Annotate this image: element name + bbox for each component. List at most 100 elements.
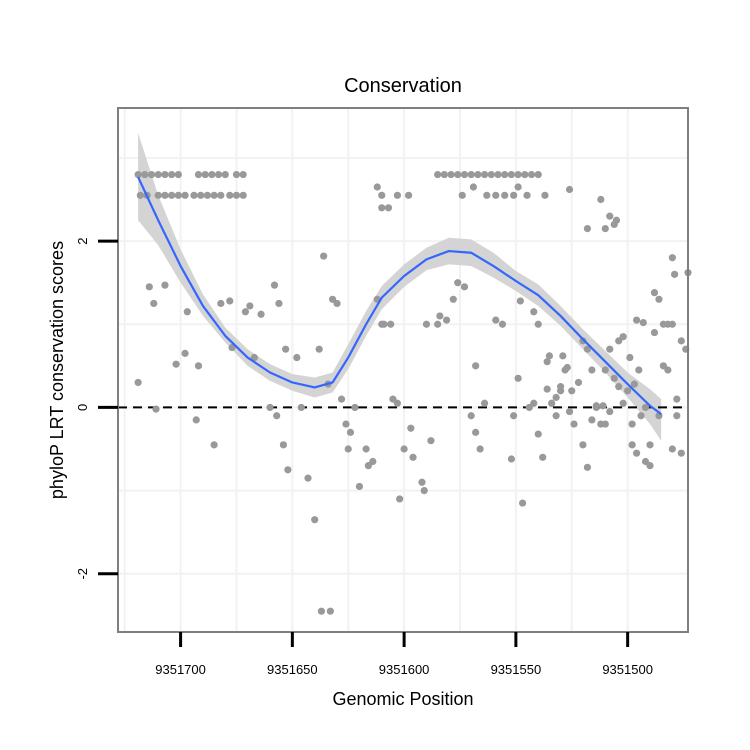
data-point (472, 362, 480, 370)
data-point (668, 320, 676, 328)
data-point (510, 412, 518, 420)
data-point (246, 302, 254, 310)
data-point (134, 170, 142, 179)
data-point (241, 308, 250, 316)
data-point (534, 320, 542, 328)
data-point (615, 383, 623, 391)
y-axis-title: phyloP LRT conservation scores (47, 241, 67, 499)
data-point (574, 378, 583, 387)
data-point (434, 170, 442, 179)
y-tick-label: 2 (75, 237, 90, 244)
y-tick-label: 0 (75, 404, 90, 411)
data-point (326, 607, 334, 615)
data-point (458, 191, 466, 199)
confidence-band-layer (138, 132, 662, 441)
data-point (214, 170, 223, 179)
data-point (523, 191, 531, 199)
data-point (601, 225, 609, 233)
data-point (337, 395, 346, 403)
data-point (541, 191, 549, 199)
data-point (492, 316, 500, 324)
data-point (181, 191, 189, 199)
data-point (583, 345, 592, 353)
data-point (257, 310, 265, 318)
data-point (467, 412, 475, 420)
data-point (545, 352, 554, 360)
data-point (628, 420, 636, 428)
data-point (266, 403, 274, 412)
data-point (668, 254, 676, 262)
data-point (639, 318, 647, 327)
data-point (673, 395, 681, 403)
data-point (534, 430, 542, 438)
data-point (422, 320, 431, 328)
data-point (632, 316, 641, 324)
data-point (501, 191, 509, 199)
data-point (420, 487, 428, 495)
data-point (192, 416, 200, 424)
data-point (293, 353, 301, 362)
data-point (351, 403, 359, 412)
data-point (626, 353, 634, 362)
data-point (628, 441, 636, 449)
data-point (333, 299, 341, 308)
data-point (449, 295, 457, 303)
data-point (606, 345, 614, 353)
data-point (297, 403, 305, 412)
data-point (152, 405, 160, 413)
data-point (134, 378, 142, 387)
data-point (194, 170, 203, 179)
data-point (641, 403, 650, 412)
data-point (534, 170, 542, 179)
data-point (525, 403, 533, 412)
data-point (592, 402, 600, 410)
smooth-line-layer (137, 176, 662, 415)
data-point (279, 441, 288, 449)
data-point (161, 170, 169, 179)
data-point (556, 387, 565, 395)
data-point (601, 366, 609, 374)
data-point (650, 289, 659, 297)
data-point (217, 191, 225, 199)
data-point (404, 191, 413, 199)
data-point (344, 445, 352, 453)
data-point (612, 216, 621, 224)
data-points (134, 170, 692, 615)
data-point (664, 366, 672, 374)
data-point (469, 183, 478, 191)
data-point (181, 349, 189, 357)
data-point (194, 362, 203, 370)
data-point (355, 482, 364, 491)
data-point (539, 453, 547, 461)
data-point (373, 183, 381, 191)
data-point (601, 420, 609, 428)
data-point (579, 441, 587, 449)
x-tick-label: 9351500 (602, 662, 653, 677)
chart-title: Conservation (344, 75, 462, 97)
data-point (670, 270, 679, 278)
data-point (637, 412, 645, 420)
x-tick-label: 9351550 (491, 662, 542, 677)
data-point (570, 420, 578, 428)
data-point (168, 170, 176, 179)
data-point (400, 445, 408, 453)
data-point (210, 191, 218, 199)
data-point (440, 170, 448, 179)
data-point (369, 457, 377, 466)
data-point (145, 283, 153, 291)
data-point (378, 191, 386, 199)
data-point (304, 474, 312, 482)
data-point (632, 449, 641, 457)
data-point (284, 466, 292, 474)
data-point (454, 279, 462, 287)
data-point (635, 366, 643, 374)
data-point (543, 385, 551, 393)
y-tick-label: -2 (75, 568, 90, 580)
data-point (427, 437, 435, 445)
data-point (362, 445, 370, 453)
data-point (646, 462, 654, 470)
data-point (239, 191, 247, 199)
data-point (201, 170, 209, 179)
data-point (474, 170, 482, 179)
data-point (527, 170, 536, 179)
